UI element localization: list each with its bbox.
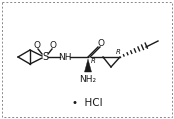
Text: O: O	[49, 42, 57, 50]
Text: NH: NH	[58, 52, 72, 62]
Text: R: R	[90, 58, 95, 64]
Text: O: O	[34, 42, 41, 50]
Polygon shape	[85, 59, 92, 72]
Text: R: R	[116, 49, 120, 55]
Text: S: S	[42, 52, 48, 62]
Text: •  HCl: • HCl	[72, 98, 102, 108]
Text: O: O	[97, 40, 105, 49]
Text: NH₂: NH₂	[80, 74, 97, 84]
